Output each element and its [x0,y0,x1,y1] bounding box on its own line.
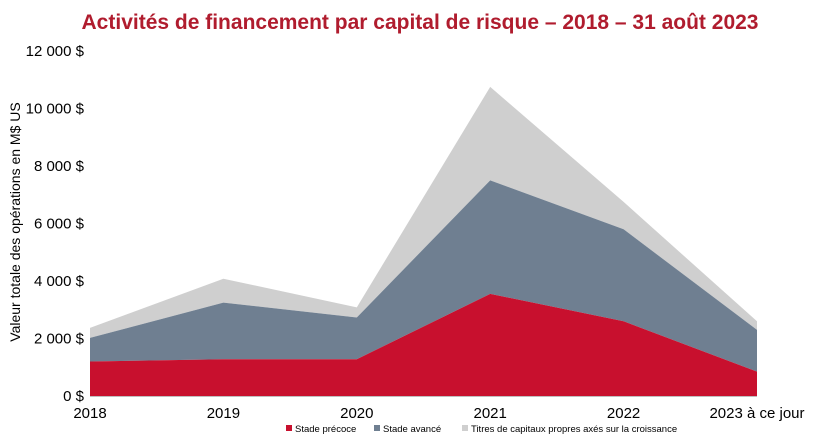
legend-swatch-growth-equity [462,425,468,431]
y-tick-label: 12 000 $ [26,43,85,60]
area-series-growth-equity [90,86,757,338]
x-tick-label: 2020 [340,405,373,422]
legend-label-late-stage: Stade avancé [383,424,441,435]
x-tick-label: 2023 à ce jour [709,405,804,422]
legend-swatch-early-stage [286,425,292,431]
y-tick-label: 8 000 $ [34,158,85,175]
chart-title: Activités de financement par capital de … [82,11,759,34]
y-axis-label: Valeur totale des opérations en M$ US [7,102,23,341]
legend: Stade précoce Stade avancé Titres de capit… [286,424,677,435]
y-tick-label: 4 000 $ [34,273,85,290]
y-tick-label: 10 000 $ [26,101,85,118]
x-tick-label: 2021 [474,405,507,422]
legend-label-early-stage: Stade précoce [295,424,356,435]
x-tick-labels: 2018 2019 2020 2021 2022 2023 à ce jour [73,405,804,422]
area-series-late-stage [90,180,757,372]
x-tick-label: 2022 [607,405,640,422]
x-tick-label: 2019 [207,405,240,422]
legend-label-growth-equity: Titres de capitaux propres axés sur la c… [471,424,677,435]
legend-swatch-late-stage [374,425,380,431]
y-tick-label: 0 $ [63,388,85,405]
y-tick-label: 2 000 $ [34,331,85,348]
y-tick-label: 6 000 $ [34,216,85,233]
area-series-early-stage [90,293,757,396]
x-tick-label: 2018 [73,405,106,422]
y-tick-labels: 0 $ 2 000 $ 4 000 $ 6 000 $ 8 000 $ 10 000 $ 1… [26,43,85,405]
area-layer [90,86,757,396]
